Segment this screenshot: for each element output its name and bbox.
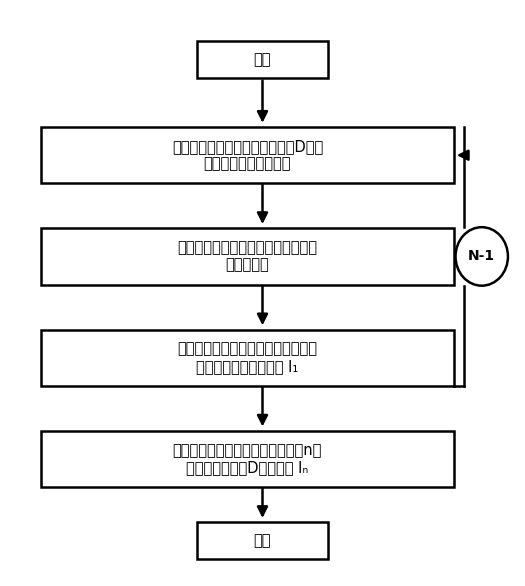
Text: 结束: 结束	[254, 533, 271, 548]
FancyBboxPatch shape	[41, 229, 454, 285]
FancyBboxPatch shape	[41, 431, 454, 487]
FancyBboxPatch shape	[197, 41, 328, 78]
Text: 待液体干燥后，在衬底表面获得含有
待测元素的固体分析层 I₁: 待液体干燥后，在衬底表面获得含有 待测元素的固体分析层 I₁	[177, 342, 318, 374]
Text: N-1: N-1	[468, 250, 495, 264]
Text: 将表面放置有滤纸圆片（直径为D）的
衬底放在恒温板上加热: 将表面放置有滤纸圆片（直径为D）的 衬底放在恒温板上加热	[172, 139, 323, 171]
Text: 开始: 开始	[254, 52, 271, 67]
Text: 将滤纸移除，在衬底表面获得重复n次
制样，且直径为D的分析层 Iₙ: 将滤纸移除，在衬底表面获得重复n次 制样，且直径为D的分析层 Iₙ	[173, 443, 322, 475]
FancyBboxPatch shape	[197, 522, 328, 559]
Circle shape	[456, 227, 508, 286]
Text: 待衬底表面温度恒定后，将待测液滴
在衬底表面: 待衬底表面温度恒定后，将待测液滴 在衬底表面	[177, 240, 318, 272]
FancyBboxPatch shape	[41, 127, 454, 183]
FancyBboxPatch shape	[41, 329, 454, 386]
